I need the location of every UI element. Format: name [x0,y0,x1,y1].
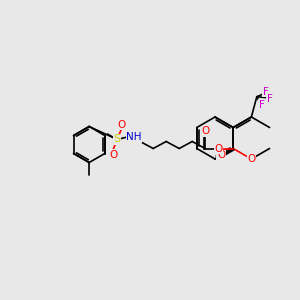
Text: O: O [217,151,225,160]
Text: O: O [201,127,209,136]
Text: O: O [214,143,222,154]
Text: O: O [117,119,125,130]
Text: O: O [109,149,117,160]
Text: F: F [267,94,273,104]
Text: F: F [259,100,265,110]
Text: S: S [114,134,121,145]
Text: F: F [263,87,269,97]
Text: NH: NH [126,133,142,142]
Text: O: O [247,154,256,164]
